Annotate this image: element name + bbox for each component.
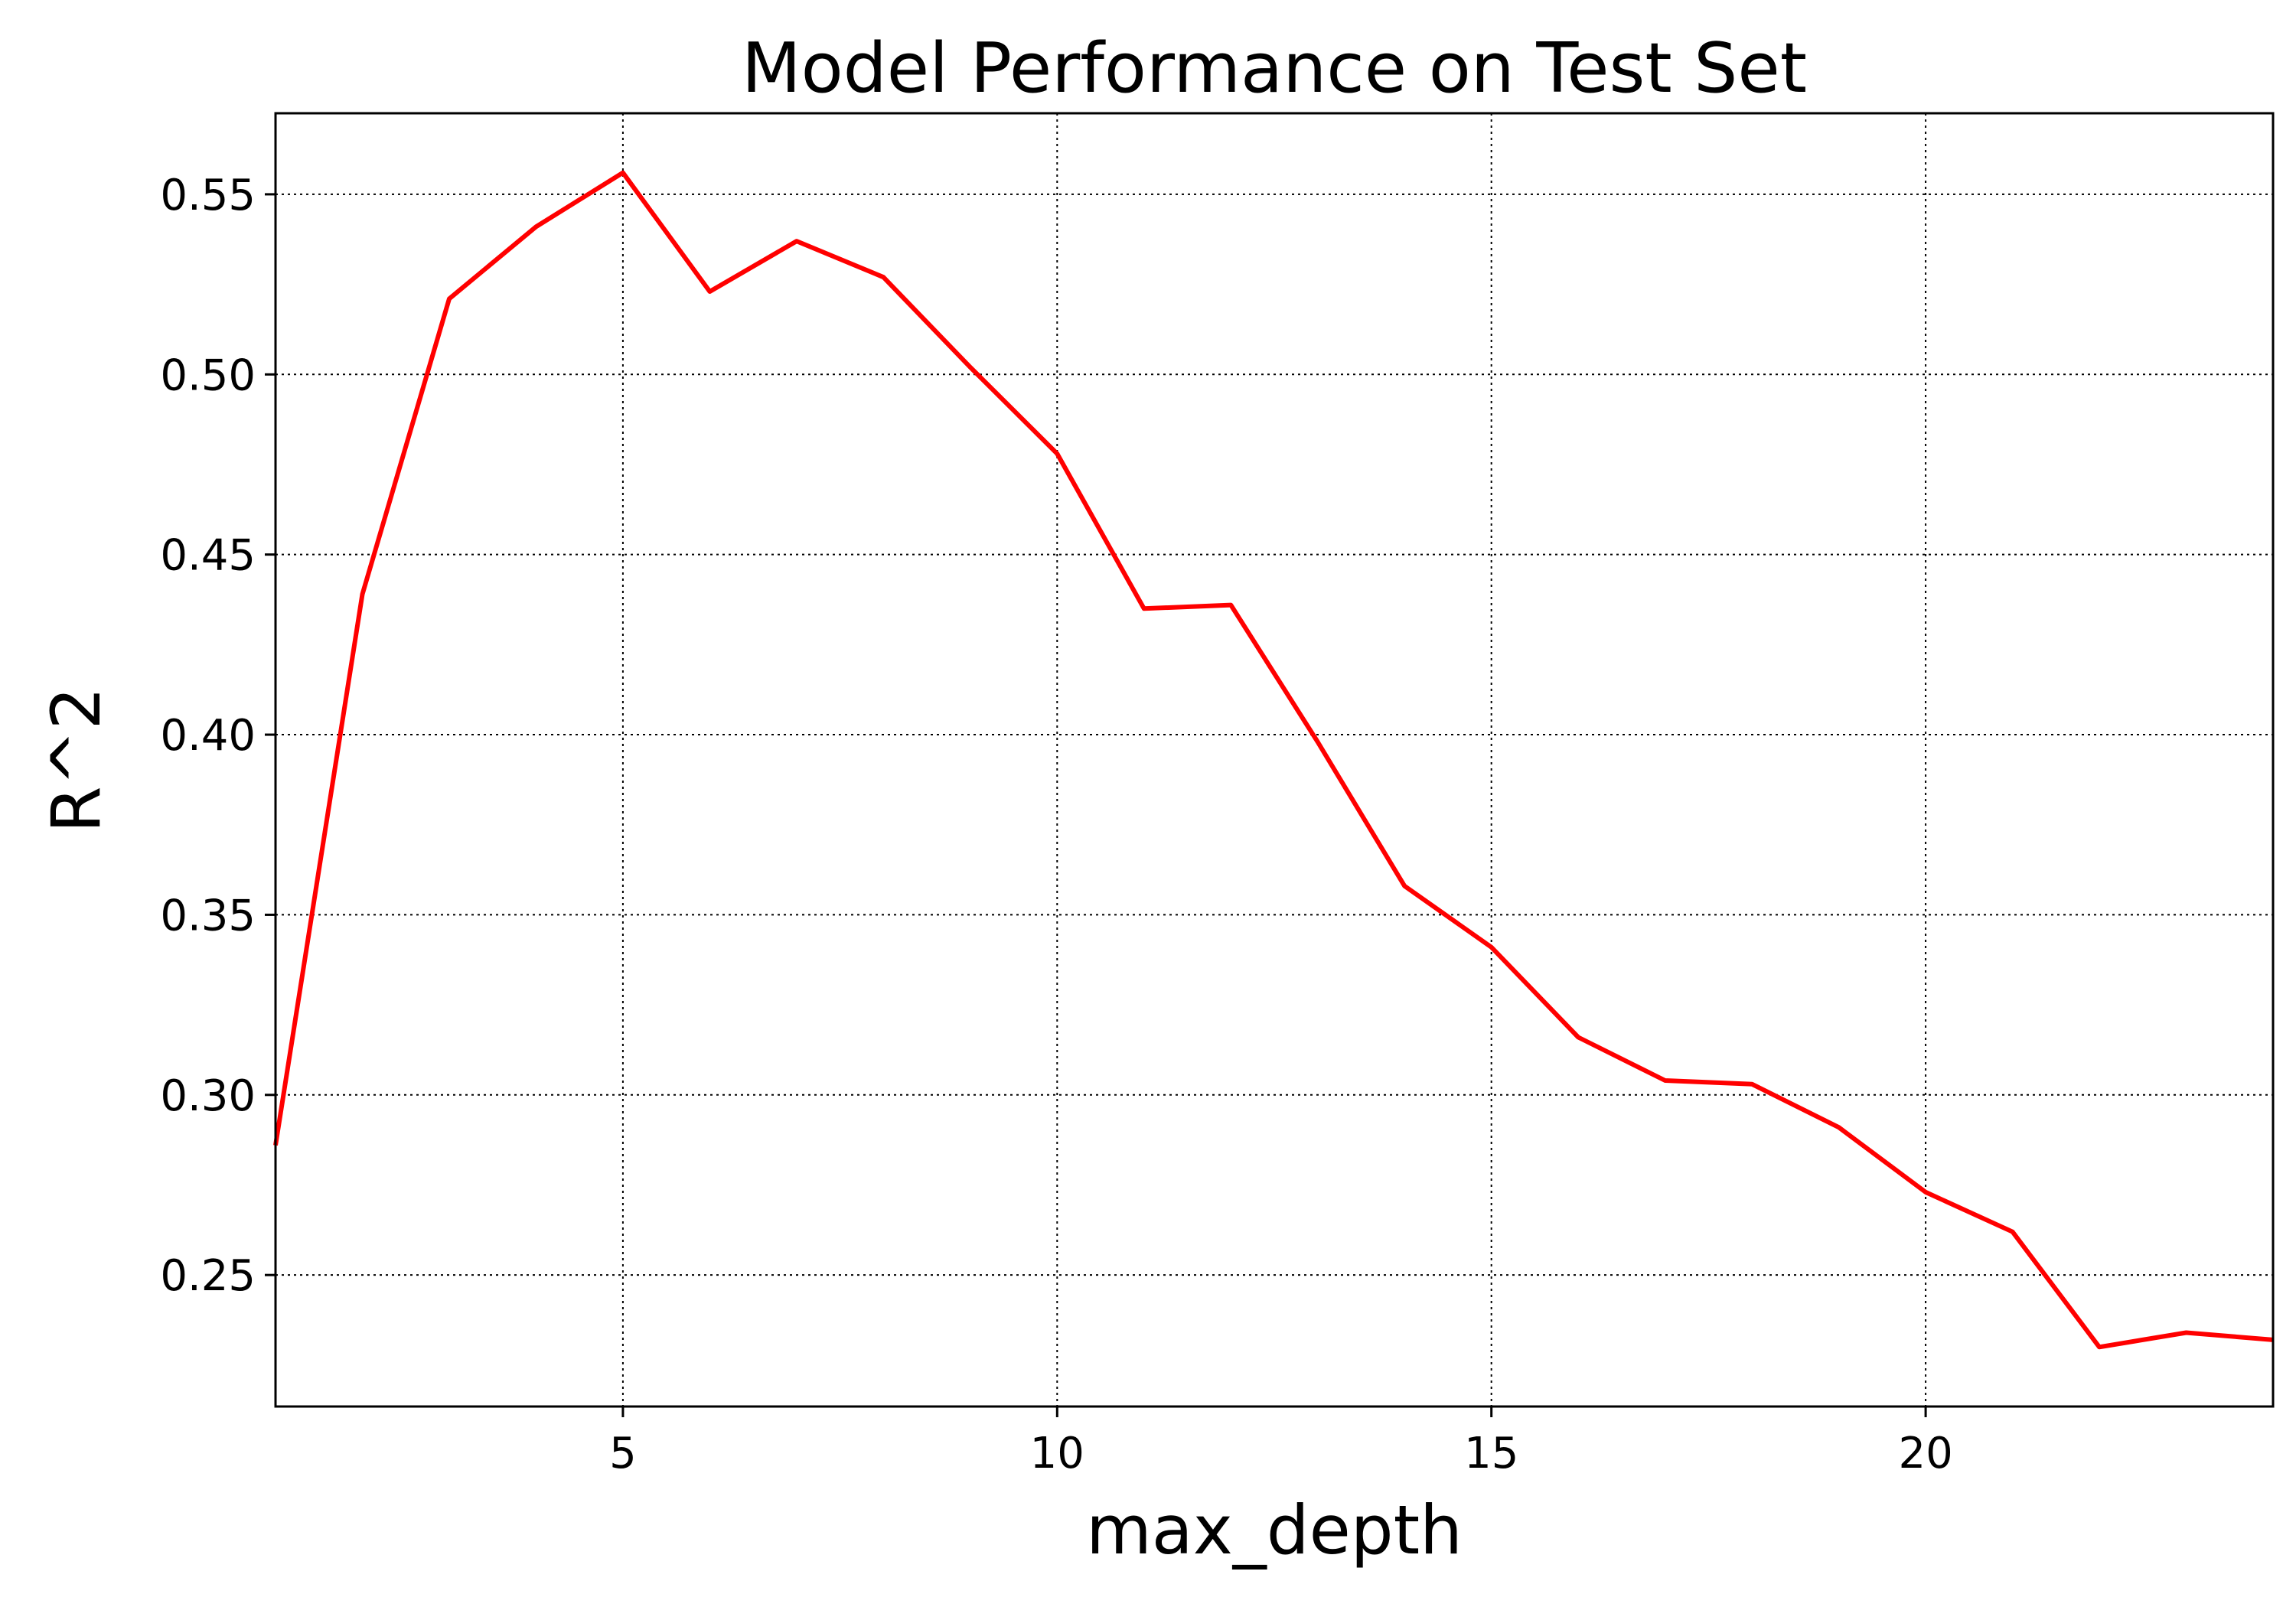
- data-point: [1057, 453, 1058, 454]
- x-axis: 5 10 15 20: [609, 1407, 1953, 1478]
- data-point: [883, 277, 884, 278]
- x-tick-label: 20: [1898, 1429, 1952, 1478]
- y-tick-label: 0.55: [160, 171, 256, 220]
- series-layer: [273, 170, 2274, 1350]
- x-tick-label: 15: [1464, 1429, 1518, 1478]
- y-tick-label: 0.30: [160, 1071, 256, 1121]
- chart-title: Model Performance on Test Set: [742, 28, 1807, 109]
- y-tick-label: 0.25: [160, 1251, 256, 1301]
- data-point: [1143, 608, 1144, 609]
- data-point: [1838, 1127, 1839, 1128]
- data-point: [796, 241, 797, 242]
- y-tick-label: 0.50: [160, 350, 256, 400]
- y-axis-title: R^2: [37, 687, 116, 833]
- x-tick-label: 10: [1030, 1429, 1084, 1478]
- data-point: [1578, 1037, 1579, 1038]
- y-tick-label: 0.40: [160, 711, 256, 761]
- y-tick-label: 0.35: [160, 891, 256, 940]
- series-line-0: [273, 170, 2274, 1350]
- y-tick-label: 0.45: [160, 531, 256, 581]
- grid: [276, 113, 2273, 1407]
- data-point: [362, 594, 363, 595]
- y-axis: 0.25 0.30 0.35 0.40 0.45 0.50 0.55: [160, 171, 276, 1301]
- x-tick-label: 5: [609, 1429, 637, 1478]
- x-axis-title: max_depth: [1086, 1491, 1463, 1570]
- data-point: [449, 298, 450, 299]
- data-point: [1404, 885, 1405, 886]
- data-point: [622, 172, 623, 173]
- data-point: [2099, 1347, 2100, 1348]
- data-point: [2186, 1332, 2187, 1333]
- data-point: [2012, 1231, 2013, 1232]
- plot-frame: [274, 112, 2275, 1408]
